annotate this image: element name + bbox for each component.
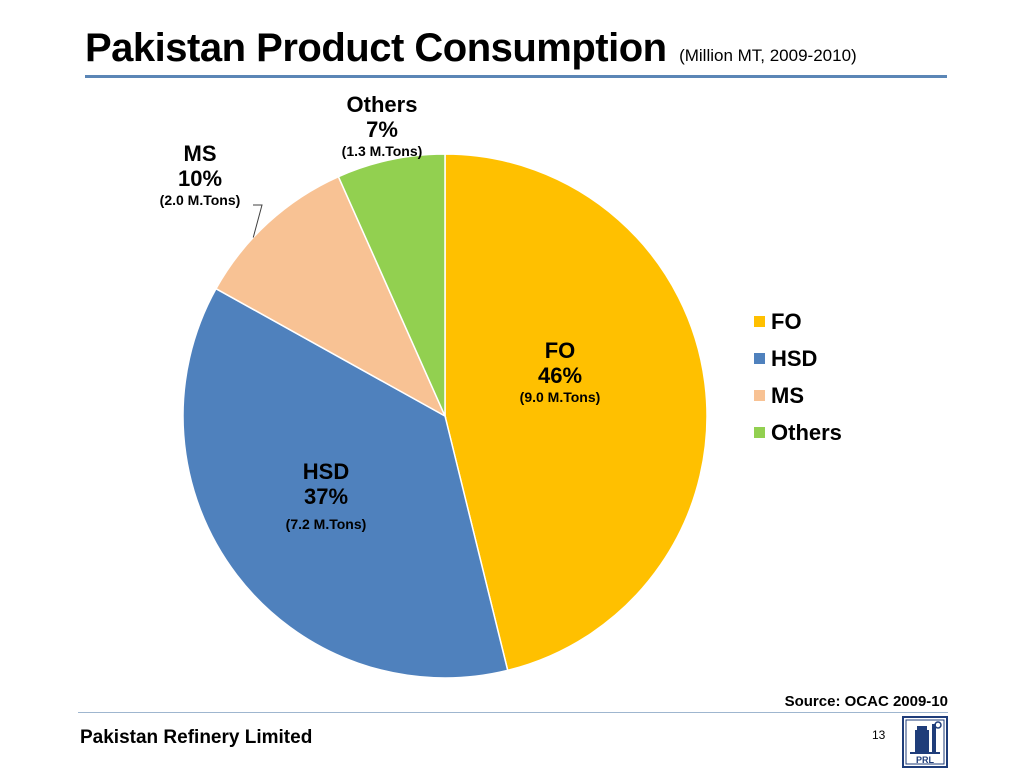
legend-swatch-ms: [754, 390, 765, 401]
source-note: Source: OCAC 2009-10: [784, 693, 948, 710]
pie-slice-hsd: [182, 287, 509, 679]
pie-slice-fo: [444, 153, 708, 672]
data-label-ms-tons: (2.0 M.Tons): [159, 191, 241, 208]
svg-text:PRL: PRL: [916, 755, 935, 765]
leader-line-ms: [252, 204, 263, 238]
pie-slice-others: [337, 153, 446, 417]
data-label-others: Others 7% (1.3 M.Tons): [312, 92, 452, 159]
slide-title-block: Pakistan Product Consumption (Million MT…: [85, 26, 857, 71]
legend-label-others: Others: [771, 419, 842, 445]
legend-label-fo: FO: [771, 308, 802, 334]
data-label-hsd-tons: (7.2 M.Tons): [285, 515, 367, 532]
legend-label-ms: MS: [771, 382, 804, 408]
footer-divider: [78, 712, 948, 713]
slide-subtitle: (Million MT, 2009-2010): [679, 46, 857, 65]
chart-legend: FO HSD MS Others: [754, 303, 842, 451]
legend-item-fo: FO: [754, 303, 842, 340]
data-label-fo: FO 46% (9.0 M.Tons): [480, 338, 640, 405]
legend-item-hsd: HSD: [754, 340, 842, 377]
data-label-hsd-percent: 37%: [303, 484, 349, 510]
data-label-ms: MS 10% (2.0 M.Tons): [130, 141, 270, 208]
data-label-ms-name: MS: [183, 141, 217, 166]
data-label-others-tons: (1.3 M.Tons): [341, 142, 423, 159]
company-name: Pakistan Refinery Limited: [80, 727, 313, 748]
page-number: 13: [872, 728, 886, 742]
pie-slice-ms: [214, 175, 447, 418]
legend-item-others: Others: [754, 414, 842, 451]
legend-swatch-fo: [754, 316, 765, 327]
legend-swatch-others: [754, 427, 765, 438]
legend-swatch-hsd: [754, 353, 765, 364]
legend-label-hsd: HSD: [771, 345, 818, 371]
data-label-hsd-name: HSD: [302, 459, 350, 484]
data-label-fo-percent: 46%: [537, 363, 583, 389]
data-label-others-percent: 7%: [366, 117, 398, 143]
prl-logo-icon: PRL: [902, 716, 948, 768]
title-underline: [85, 75, 947, 78]
data-label-ms-percent: 10%: [177, 166, 223, 192]
data-label-fo-tons: (9.0 M.Tons): [519, 388, 601, 405]
data-label-hsd: HSD 37% (7.2 M.Tons): [246, 459, 406, 532]
data-label-fo-name: FO: [544, 338, 576, 363]
legend-item-ms: MS: [754, 377, 842, 414]
slide-title: Pakistan Product Consumption: [85, 26, 667, 70]
data-label-others-name: Others: [346, 92, 418, 117]
